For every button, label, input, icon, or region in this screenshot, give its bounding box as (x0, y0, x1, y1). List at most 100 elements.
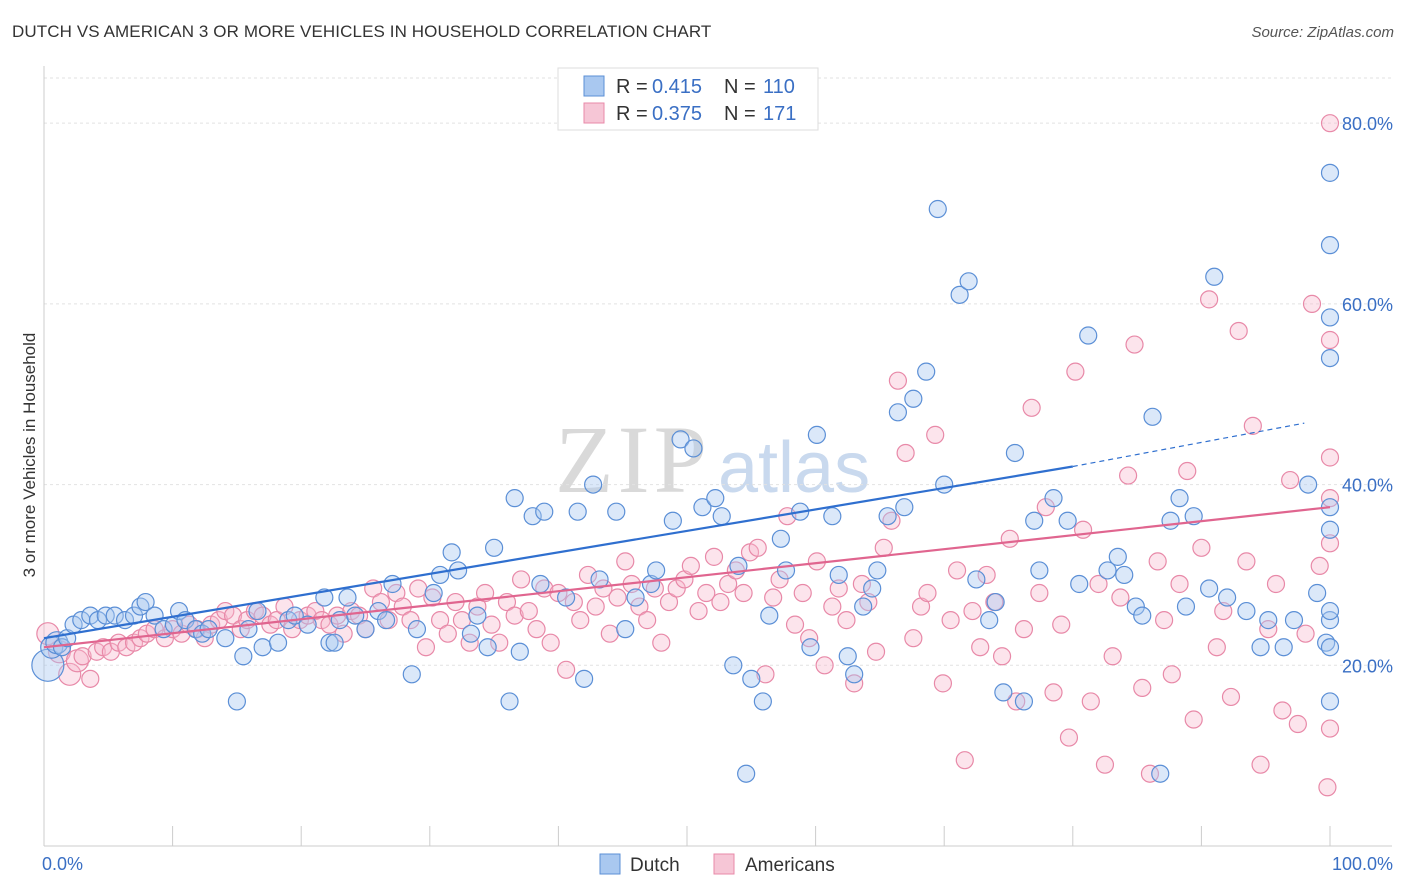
dutch-point (442, 543, 461, 562)
dutch-point (1044, 489, 1063, 508)
dutch-point (647, 561, 666, 580)
american-point (711, 592, 730, 612)
american-trend-line (43, 506, 1331, 649)
dutch-point (829, 565, 848, 585)
watermark-atlas: atlas (718, 428, 870, 508)
dutch-point (568, 502, 587, 521)
american-point (1320, 330, 1340, 350)
american-point (941, 611, 960, 630)
american-point (1095, 755, 1115, 774)
american-point (1000, 529, 1019, 548)
dutch-point (878, 507, 897, 526)
american-point (933, 674, 953, 693)
dutch-point (626, 588, 645, 607)
dutch-point (575, 669, 594, 688)
dutch-point (823, 507, 842, 526)
american-point (505, 606, 524, 625)
dutch-point (684, 439, 703, 458)
american-point (512, 570, 531, 589)
american-point (1266, 574, 1286, 594)
american-point (490, 633, 509, 652)
american-point (1243, 416, 1262, 435)
dutch-point (935, 475, 954, 494)
dutch-point (724, 656, 743, 675)
dutch-point (1299, 475, 1318, 494)
american-point (1320, 534, 1340, 553)
chart-title: DUTCH VS AMERICAN 3 OR MORE VEHICLES IN … (12, 22, 712, 41)
dutch-point (136, 592, 155, 612)
stats-legend: R = 0.415 N = 110 R = 0.375 N = 171 (557, 67, 819, 131)
american-point (1251, 755, 1270, 774)
american-point (918, 583, 937, 603)
american-point (1103, 647, 1122, 666)
dutch-point (1014, 692, 1034, 711)
american-point (866, 642, 886, 661)
trend-lines (43, 422, 1331, 649)
dutch-point (742, 669, 761, 688)
american-point (971, 638, 990, 657)
dutch-point (315, 588, 334, 607)
american-point (852, 574, 871, 594)
dutch-point (505, 489, 524, 508)
dutch-point (1320, 638, 1340, 657)
dutch-point (801, 638, 820, 657)
dutch-point (771, 529, 790, 548)
american-point (1192, 538, 1211, 557)
bottom-legend-label-american: Americans (745, 855, 835, 876)
dutch-point (1170, 489, 1189, 508)
dutch-point (510, 642, 529, 661)
dutch-point (1320, 520, 1340, 539)
dutch-point (485, 538, 504, 557)
american-point (1221, 687, 1241, 707)
dutch-point (325, 633, 344, 652)
american-point (1170, 574, 1189, 594)
legend-swatch-dutch (583, 75, 605, 97)
dutch-point (320, 633, 339, 652)
american-point (600, 624, 619, 643)
tick-labels: 20.0% 40.0% 60.0% 80.0% 0.0% 100.0% (42, 114, 1393, 874)
american-point (541, 633, 560, 652)
american-point (748, 538, 767, 557)
dutch-point (407, 620, 427, 639)
legend-n-label-american: N = (724, 103, 756, 125)
dutch-point (1161, 511, 1180, 530)
dutch-point (105, 606, 124, 625)
dutch-point (845, 665, 864, 684)
dutch-point (461, 624, 481, 643)
american-point (306, 601, 325, 621)
gridlines (44, 77, 1392, 666)
american-point (888, 371, 908, 390)
dutch-point (1251, 638, 1270, 657)
dutch-point (838, 647, 857, 666)
american-point (1111, 588, 1130, 607)
dutch-point (868, 561, 887, 580)
dutch-trend-extension (1072, 422, 1305, 468)
american-point (689, 601, 708, 621)
american-point (681, 556, 700, 576)
american-point (963, 601, 982, 621)
american-point (793, 583, 812, 603)
dutch-point (338, 588, 357, 607)
dutch-point (1218, 588, 1237, 607)
american-point (1229, 321, 1248, 341)
american-point (1059, 728, 1079, 747)
series-legend: Dutch Americans (599, 853, 835, 876)
american-point (977, 565, 996, 585)
american-point (785, 615, 805, 634)
american-point (1320, 114, 1340, 133)
dutch-point (1025, 511, 1044, 530)
dutch-point (1320, 348, 1340, 368)
dutch-point (253, 638, 272, 657)
axes (43, 66, 1392, 847)
dutch-point (693, 498, 712, 517)
american-point (519, 601, 538, 621)
legend-r-value-american: 0.375 (652, 103, 702, 125)
dutch-point (980, 611, 999, 630)
dutch-point (1133, 606, 1152, 625)
dutch-point (216, 629, 235, 648)
dutch-point (807, 425, 826, 444)
dutch-point (346, 606, 365, 625)
dutch-point (1030, 561, 1049, 580)
american-point (608, 588, 627, 607)
american-point (1022, 398, 1041, 417)
